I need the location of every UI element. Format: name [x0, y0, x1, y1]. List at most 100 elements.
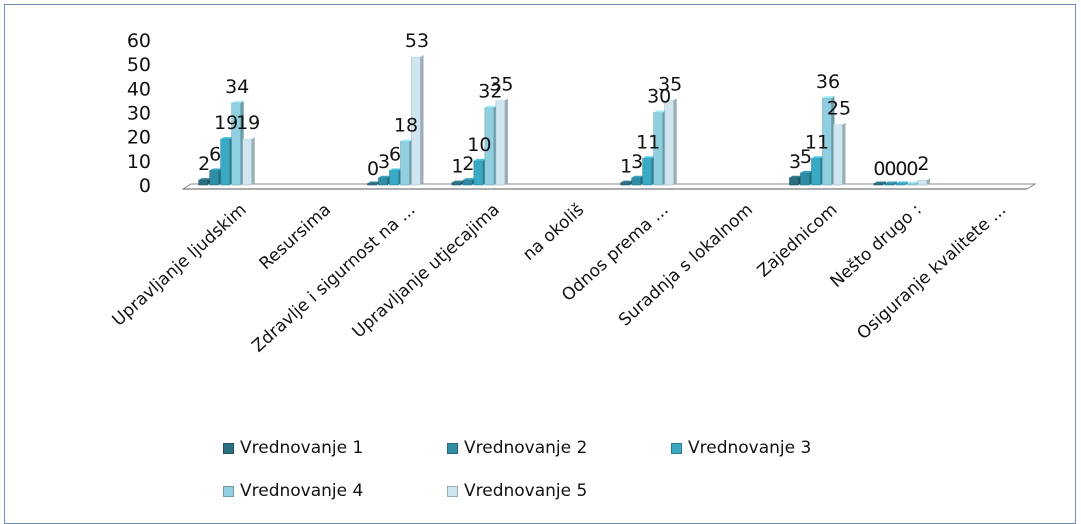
data-label: 30 — [647, 86, 671, 108]
bar-top — [495, 98, 508, 101]
legend-label: Vrednovanje 3 — [688, 438, 812, 458]
bar-front — [642, 158, 653, 186]
legend-item: Vrednovanje 5 — [447, 481, 587, 501]
bar-side — [251, 137, 255, 185]
data-label: 2 — [198, 153, 210, 175]
data-label: 25 — [827, 98, 851, 120]
bar-side — [893, 181, 897, 185]
bar — [220, 137, 233, 186]
chart-plot: 0102030405060261934190361853121032351311… — [109, 30, 1037, 357]
bar-top — [378, 175, 391, 178]
bar-top — [873, 181, 886, 184]
bar-front — [884, 183, 895, 186]
bar-front — [620, 182, 631, 186]
y-tick-label: 10 — [127, 151, 151, 173]
bar-top — [811, 156, 824, 159]
data-label: 0 — [884, 158, 896, 180]
bar — [198, 178, 211, 186]
bar-front — [789, 177, 799, 186]
data-label: 3 — [378, 151, 390, 173]
bar — [631, 175, 644, 186]
bar-top — [631, 175, 644, 178]
bar-front — [906, 183, 917, 186]
bar — [789, 175, 802, 186]
data-label: 3 — [631, 151, 643, 173]
data-label: 19 — [236, 112, 260, 134]
data-label: 10 — [467, 134, 491, 156]
legend-swatch — [447, 485, 458, 497]
bar-top — [664, 98, 677, 101]
bar — [242, 137, 255, 186]
bar-top — [209, 168, 222, 171]
bar — [895, 181, 908, 186]
legend-swatch — [671, 442, 682, 454]
x-tick-label: Resursima — [256, 200, 335, 274]
data-label: 11 — [805, 131, 829, 153]
y-tick-label: 40 — [127, 78, 151, 100]
bar-front — [242, 138, 252, 186]
bar-front — [367, 183, 377, 186]
bar-top — [198, 178, 211, 181]
bar-front — [833, 124, 843, 186]
bar-front — [873, 183, 884, 186]
data-label: 53 — [405, 30, 429, 52]
data-label: 6 — [209, 144, 221, 166]
x-tick-label: na okoliš — [519, 200, 588, 265]
bar-top — [242, 137, 255, 140]
bar-side — [504, 98, 508, 185]
legend-label: Vrednovanje 4 — [240, 481, 364, 501]
data-label: 0 — [367, 158, 379, 180]
bar — [400, 139, 413, 186]
legend-label: Vrednovanje 2 — [464, 438, 588, 458]
data-label: 3 — [789, 151, 801, 173]
data-label: 1 — [451, 156, 463, 178]
bar-top — [389, 168, 402, 171]
bar-front — [451, 182, 462, 186]
bar — [378, 175, 391, 186]
bar-top — [411, 54, 424, 57]
bar-side — [926, 178, 930, 185]
bar-front — [220, 138, 230, 186]
bar-top — [653, 110, 666, 113]
bar-top — [484, 105, 497, 108]
bar-top — [231, 100, 244, 103]
bar-top — [884, 181, 897, 184]
data-label: 32 — [478, 81, 502, 103]
legend-item: Vrednovanje 4 — [223, 481, 363, 501]
bar — [389, 168, 402, 186]
bar — [873, 181, 886, 186]
bar-top — [220, 137, 233, 140]
legend-item: Vrednovanje 3 — [671, 438, 811, 458]
bar-front — [473, 160, 484, 186]
bar-top — [822, 96, 835, 98]
bar-front — [389, 170, 399, 186]
bar-side — [673, 98, 677, 185]
bar-side — [904, 181, 908, 185]
bar-top — [642, 156, 655, 159]
y-tick-label: 30 — [127, 103, 151, 125]
bar-front — [400, 141, 410, 186]
x-tick-label: Zdravlje i sigurnost na ... — [248, 200, 419, 357]
data-label: 2 — [462, 153, 474, 175]
bar-top — [462, 178, 475, 181]
bar-top — [917, 178, 930, 181]
bar — [906, 181, 919, 186]
bar-front — [462, 179, 473, 186]
bar — [800, 170, 813, 186]
bar-front — [209, 170, 219, 186]
bar — [411, 54, 424, 186]
data-label: 5 — [800, 146, 812, 168]
legend-label: Vrednovanje 5 — [464, 481, 588, 501]
data-label: 0 — [906, 158, 918, 180]
bar — [884, 181, 897, 186]
bar-top — [800, 170, 813, 173]
bar-side — [842, 122, 846, 185]
x-tick-label: Upravljanje utjecajima — [349, 200, 504, 342]
legend-swatch — [447, 442, 458, 454]
bar — [462, 178, 475, 186]
bar-top — [451, 180, 464, 183]
bar-front — [800, 172, 810, 186]
bar — [917, 178, 930, 186]
legend-item: Vrednovanje 1 — [223, 438, 363, 458]
bar-front — [895, 183, 906, 186]
